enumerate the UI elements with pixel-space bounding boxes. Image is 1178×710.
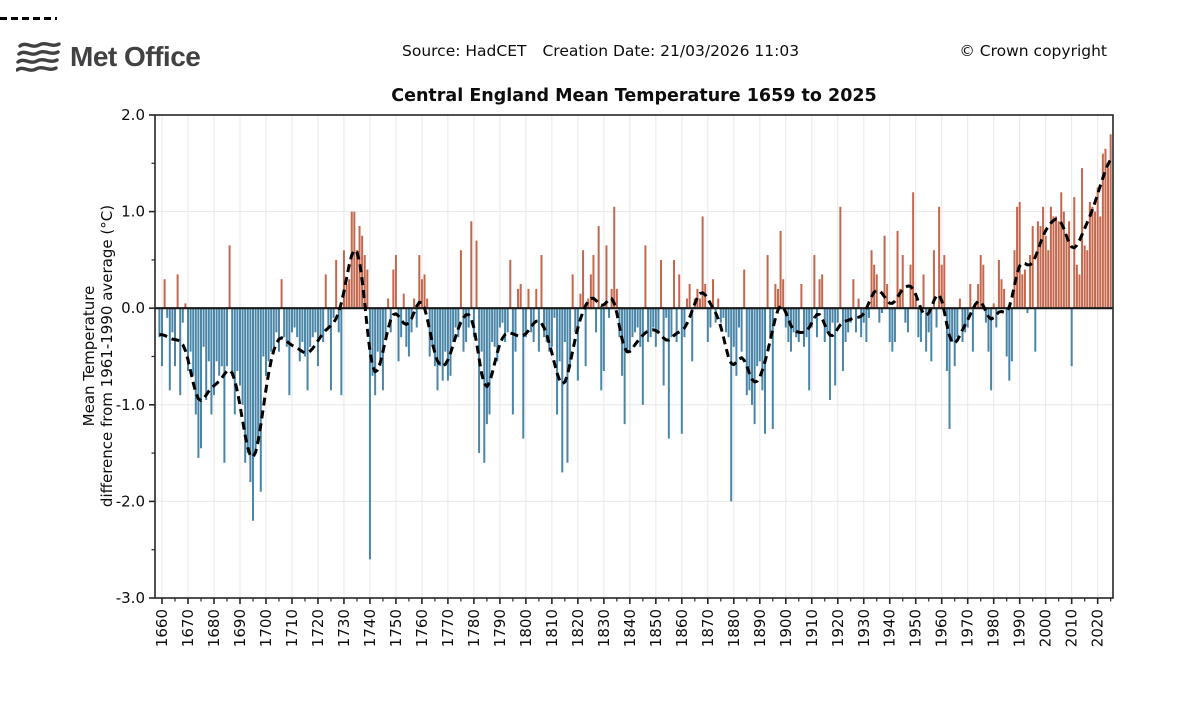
x-tick-label: 1690	[231, 609, 249, 647]
y-tick-label: 1.0	[121, 203, 145, 221]
x-tick-label: 1670	[179, 609, 197, 647]
x-tick-label: 2000	[1037, 609, 1055, 647]
x-tick-label: 2010	[1063, 609, 1081, 647]
x-tick-label: 1890	[751, 609, 769, 647]
smoothed-line-legend-fragment	[0, 17, 57, 20]
x-tick-label: 1750	[387, 609, 405, 647]
x-tick-label: 1680	[205, 609, 223, 647]
y-tick-label: -1.0	[116, 396, 145, 414]
x-tick-label: 1980	[985, 609, 1003, 647]
x-tick-label: 1970	[959, 609, 977, 647]
y-tick-label: 0.0	[121, 299, 145, 317]
x-tick-label: 1810	[543, 609, 561, 647]
x-tick-label: 1780	[465, 609, 483, 647]
creation-date-label: Creation Date: 21/03/2026 11:03	[542, 42, 800, 60]
x-tick-label: 1660	[153, 609, 171, 647]
x-tick-label: 1720	[309, 609, 327, 647]
x-tick-label: 1920	[829, 609, 847, 647]
y-tick-label: 2.0	[121, 106, 145, 124]
x-tick-label: 1700	[257, 609, 275, 647]
x-tick-label: 1960	[933, 609, 951, 647]
x-tick-label: 1940	[881, 609, 899, 647]
x-tick-label: 1930	[855, 609, 873, 647]
x-tick-label: 1800	[517, 609, 535, 647]
x-tick-label: 1910	[803, 609, 821, 647]
met-office-logo-text: Met Office	[70, 41, 201, 72]
x-tick-label: 1850	[647, 609, 665, 647]
x-tick-label: 1880	[725, 609, 743, 647]
x-tick-label: 1790	[491, 609, 509, 647]
x-tick-label: 1900	[777, 609, 795, 647]
x-tick-label: 1830	[595, 609, 613, 647]
copyright-label: © Crown copyright	[959, 42, 1107, 60]
x-tick-label: 1740	[361, 609, 379, 647]
x-tick-label: 2020	[1089, 609, 1107, 647]
x-tick-label: 1760	[413, 609, 431, 647]
y-tick-label: -2.0	[116, 492, 145, 510]
x-tick-label: 1990	[1011, 609, 1029, 647]
x-tick-label: 1860	[673, 609, 691, 647]
source-label: Source: HadCET	[402, 42, 527, 60]
x-tick-label: 1840	[621, 609, 639, 647]
y-tick-label: -3.0	[116, 589, 145, 607]
x-tick-label: 1950	[907, 609, 925, 647]
chart-title: Central England Mean Temperature 1659 to…	[391, 86, 877, 106]
x-tick-label: 1870	[699, 609, 717, 647]
x-tick-label: 1730	[335, 609, 353, 647]
x-tick-label: 1770	[439, 609, 457, 647]
met-office-logo: Met Office	[16, 38, 201, 76]
x-tick-label: 1820	[569, 609, 587, 647]
x-tick-label: 1710	[283, 609, 301, 647]
met-office-waves-icon	[16, 42, 61, 72]
source-line: Source: HadCET Creation Date: 21/03/2026…	[402, 42, 1107, 60]
